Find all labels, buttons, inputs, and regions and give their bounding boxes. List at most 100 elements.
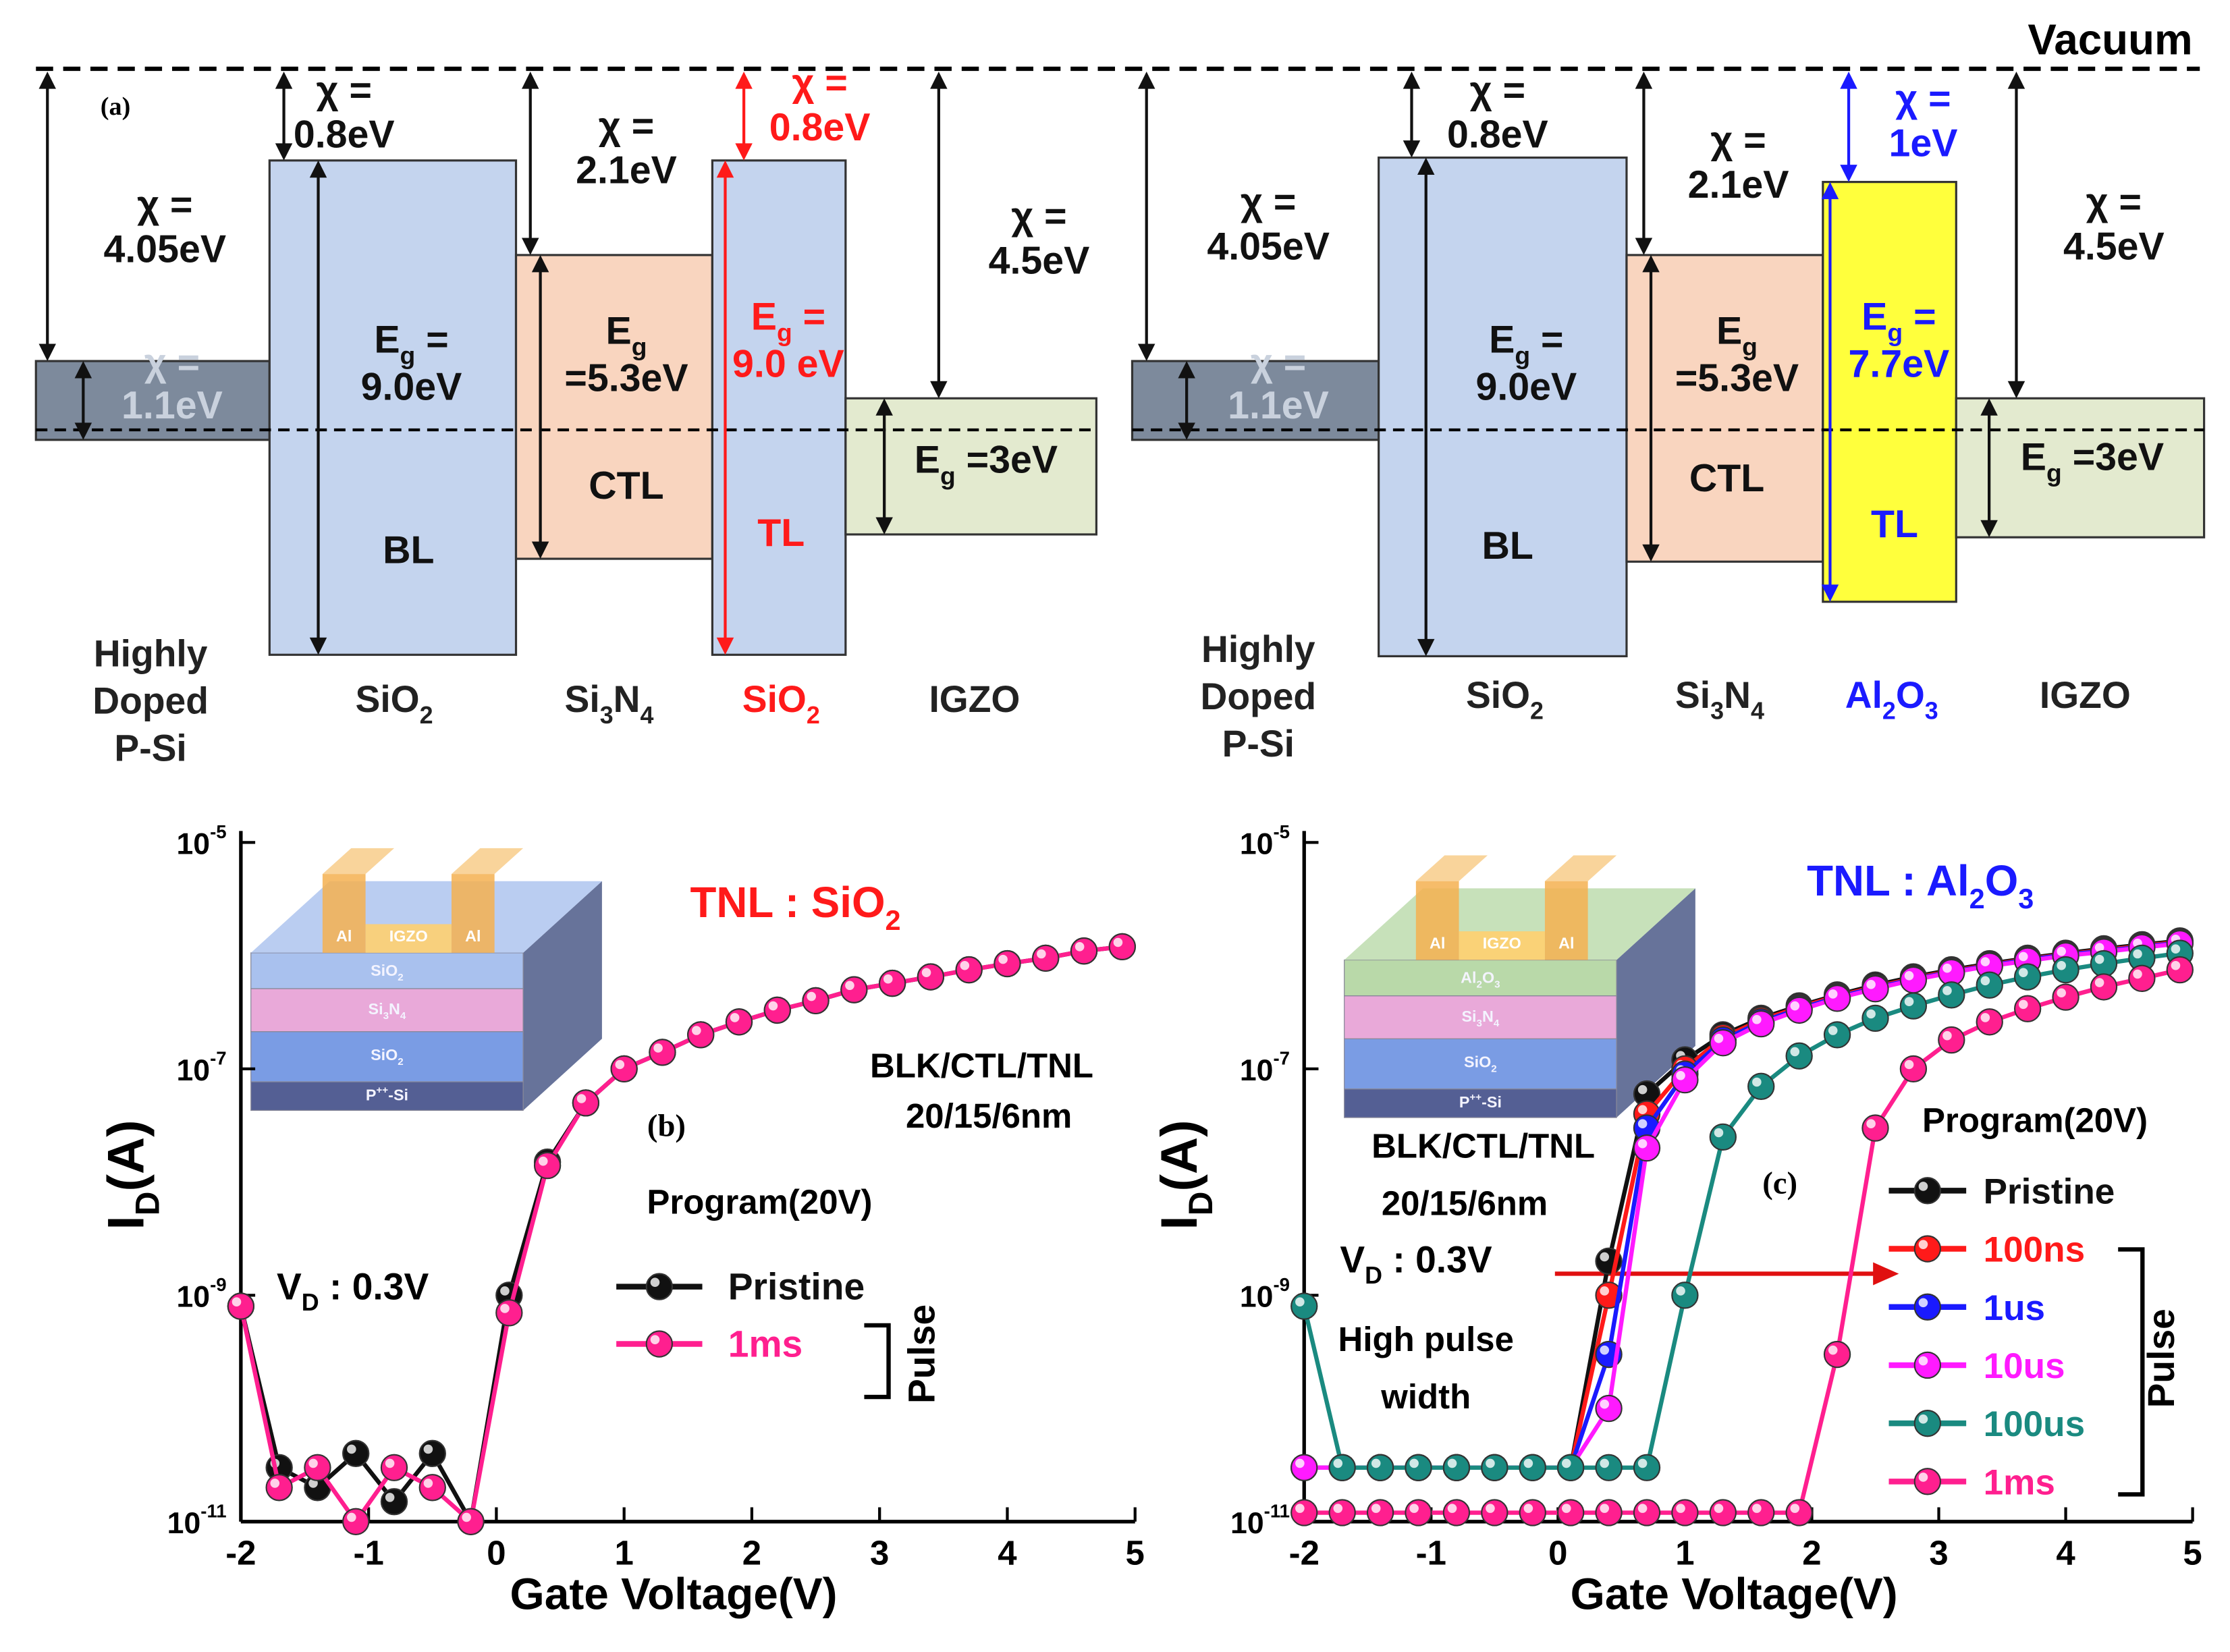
- marker-highlight: [1714, 1128, 1724, 1138]
- arrow-head: [1642, 254, 1660, 273]
- marker: [1032, 944, 1060, 972]
- eg-label: 9.0eV: [361, 365, 462, 408]
- marker-highlight: [423, 1479, 433, 1488]
- chi-label-part: χ =: [2086, 180, 2142, 223]
- inset-label: P++-Si: [1459, 1092, 1502, 1111]
- marker: [878, 969, 906, 997]
- marker-highlight: [538, 1156, 548, 1166]
- arrow-head: [1840, 165, 1857, 182]
- arrow-head: [1840, 72, 1857, 89]
- x-tick-label: -1: [1416, 1533, 1446, 1572]
- chi-label: χ =: [1470, 69, 1525, 112]
- eg-label: Eg =: [1861, 295, 1936, 346]
- x-tick-label: 5: [2183, 1533, 2202, 1572]
- inner-label-part: χ =: [1251, 341, 1306, 384]
- marker: [1785, 996, 1813, 1024]
- marker-highlight: [1409, 1504, 1419, 1513]
- inset-label: Al: [1558, 935, 1574, 952]
- inset-label-part: Al: [1558, 935, 1574, 952]
- marker: [1976, 1008, 2003, 1036]
- marker-highlight: [807, 991, 816, 1001]
- annotation-part: : 0.3V: [319, 1266, 429, 1308]
- marker-highlight: [500, 1304, 510, 1313]
- marker-highlight: [1295, 1458, 1305, 1468]
- vacuum-label: Vacuum: [2028, 16, 2192, 64]
- inset-label: Si3N4: [1461, 1008, 1499, 1029]
- chi-label: 1eV: [1888, 121, 1957, 165]
- arrow-head: [38, 343, 56, 362]
- marker: [1913, 1409, 1941, 1437]
- material-label-part: Al: [1845, 674, 1882, 716]
- material-label-part: P-Si: [114, 727, 186, 769]
- material-label-sub: 3: [1710, 697, 1724, 724]
- marker-highlight: [1828, 1026, 1838, 1035]
- chi-label: χ =: [1011, 195, 1066, 238]
- marker: [1823, 1021, 1851, 1049]
- eg-label-part: E: [751, 295, 777, 338]
- marker-highlight: [883, 974, 893, 984]
- marker-highlight: [308, 1458, 318, 1468]
- annotation: BLK/CTL/TNL: [1371, 1127, 1595, 1165]
- marker-highlight: [1918, 1182, 1928, 1191]
- arrow-head: [1821, 182, 1839, 200]
- band-layer: [1822, 181, 1957, 603]
- marker: [1785, 1499, 1813, 1526]
- marker-highlight: [385, 1493, 395, 1502]
- inset-label-part: N: [389, 1000, 400, 1018]
- marker-highlight: [1523, 1504, 1533, 1513]
- inset-label: Al: [336, 927, 352, 945]
- inset-electrode-side: [322, 848, 395, 875]
- marker-highlight: [1752, 1504, 1762, 1513]
- eg-label-part: E: [606, 310, 632, 353]
- eg-label-part: 9.0eV: [1475, 365, 1577, 408]
- marker-highlight: [768, 1001, 778, 1011]
- annotation-part: : 0.3V: [1382, 1238, 1492, 1280]
- material-label-sub: 2: [420, 702, 433, 729]
- material-label-part: N: [614, 678, 641, 720]
- marker-highlight: [1371, 1458, 1381, 1468]
- marker: [1785, 1042, 1813, 1070]
- arrow-head: [875, 398, 893, 416]
- marker-highlight: [1866, 980, 1876, 989]
- material-label-part: N: [1724, 674, 1751, 716]
- inset-electrode-side: [1415, 855, 1488, 881]
- band-layer: [34, 360, 271, 441]
- marker-highlight: [1918, 1472, 1928, 1482]
- material-label-sub: 4: [641, 702, 654, 729]
- eg-label-part: =: [1903, 295, 1936, 338]
- marker-highlight: [1523, 1458, 1533, 1468]
- eg-label: Eg =3eV: [915, 439, 1058, 490]
- marker-highlight: [1942, 963, 1952, 973]
- material-label: Al2O3: [1845, 674, 1938, 725]
- marker: [342, 1508, 370, 1535]
- marker-highlight: [1037, 949, 1046, 959]
- annotation: VD : 0.3V: [277, 1266, 429, 1317]
- arrow-head: [522, 238, 539, 255]
- y-tick-label: 10-7: [177, 1048, 227, 1087]
- chi-label-part: χ =: [317, 69, 372, 112]
- marker: [1899, 1055, 1928, 1083]
- chi-label-part: χ =: [1895, 78, 1951, 121]
- marker: [1481, 1499, 1508, 1526]
- annotation-part: Program(20V): [647, 1182, 872, 1221]
- eg-label-sub: g: [777, 319, 792, 347]
- marker-highlight: [1637, 1119, 1648, 1129]
- x-tick-label: 0: [487, 1533, 506, 1572]
- inset-electrode-side: [1544, 855, 1617, 881]
- band-layer: [268, 159, 518, 656]
- inset-label-sub: 3: [1477, 1018, 1482, 1029]
- eg-label-part: =3eV: [2062, 435, 2164, 478]
- chi-label-part: 0.8eV: [1447, 113, 1548, 157]
- annotation: (c): [1762, 1166, 1797, 1201]
- marker: [1290, 1454, 1318, 1481]
- eg-label-part: =: [792, 295, 825, 338]
- x-tick-label: -2: [1289, 1533, 1320, 1572]
- inset-label: SiO2: [371, 1046, 404, 1068]
- arrow-head: [1178, 422, 1195, 440]
- marker-highlight: [423, 1444, 433, 1454]
- arrow-head: [522, 72, 539, 89]
- chi-label: χ =: [137, 184, 192, 227]
- marker-highlight: [1447, 1504, 1457, 1513]
- marker-highlight: [1600, 1458, 1610, 1468]
- material-label: IGZO: [929, 678, 1020, 720]
